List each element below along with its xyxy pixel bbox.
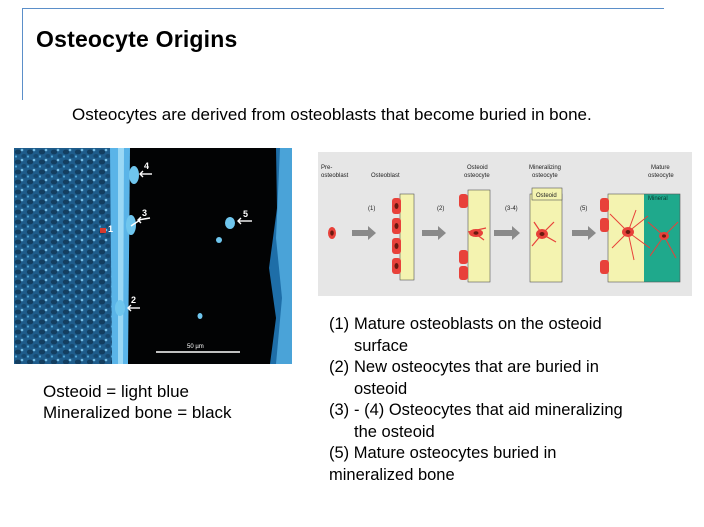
stain-legend: Osteoid = light blue Mineralized bone = … — [43, 381, 232, 423]
step-item-2: (2) New osteocytes that are buried in os… — [329, 357, 699, 400]
osteoid-layer-label: Osteoid — [536, 193, 557, 199]
marker-2: 2 — [131, 295, 136, 305]
step-text-line: (5) Mature osteocytes buried in — [329, 444, 557, 462]
steps-list: (1) Mature osteoblasts on the osteoid su… — [329, 314, 699, 486]
step-item-5: (5) Mature osteocytes buried in minerali… — [329, 443, 699, 486]
mineralized-bone-legend-line: Mineralized bone = black — [43, 403, 232, 422]
step-text-line: New osteocytes that are buried in — [354, 358, 599, 376]
stage-label-osteoblast: Osteoblast — [371, 173, 400, 179]
step-item-1: (1) Mature osteoblasts on the osteoid su… — [329, 314, 699, 357]
step-text-line: - (4) Osteocytes that aid mineralizing — [354, 401, 623, 419]
mineral-layer-label: Mineral — [648, 196, 668, 202]
step-text-line: osteoid — [354, 379, 408, 398]
step-number: (2) — [329, 358, 350, 376]
stage-label-mature-1: Mature — [651, 165, 670, 171]
step-text-line: surface — [354, 336, 409, 355]
step-text-line: mineralized bone — [329, 465, 455, 484]
process-arrows — [352, 226, 596, 240]
step-text-line: Mature osteoblasts on the osteoid — [354, 315, 602, 333]
osteoid-legend-line: Osteoid = light blue — [43, 382, 190, 401]
step-text-line: the osteoid — [354, 422, 435, 441]
scale-bar-label: 50 µm — [187, 344, 204, 350]
stage-label-preosteoblast-1: Pre- — [321, 165, 332, 171]
stage-label-osteoid-osteocyte-2: osteocyte — [464, 173, 490, 179]
marker-4: 4 — [144, 161, 149, 171]
step-label-3-4: (3-4) — [505, 206, 518, 212]
osteocyte-micrograph: 4 1 3 5 2 50 µm — [14, 148, 292, 364]
step-number: (1) — [329, 315, 350, 333]
stage-label-preosteoblast-2: osteoblast — [321, 173, 349, 179]
step-label-2: (2) — [437, 206, 444, 212]
marker-1: 1 — [108, 224, 113, 234]
stage-label-osteoid-osteocyte-1: Osteoid — [467, 165, 488, 171]
stage-label-mature-2: osteocyte — [648, 173, 674, 179]
slide-subtitle: Osteocytes are derived from osteoblasts … — [72, 105, 592, 124]
stage-label-mineralizing-2: osteocyte — [532, 173, 558, 179]
title-accent-bar — [22, 8, 23, 100]
stage-label-mineralizing-1: Mineralizing — [529, 165, 561, 171]
osteocyte-differentiation-diagram: Pre- osteoblast Osteoblast Osteoid osteo… — [318, 152, 692, 296]
marker-3: 3 — [142, 208, 147, 218]
step-label-5: (5) — [580, 206, 587, 212]
step-number: (3) — [329, 401, 350, 419]
step-label-1: (1) — [368, 206, 375, 212]
slide-title: Osteocyte Origins — [36, 26, 238, 52]
step-item-3-4: (3) - (4) Osteocytes that aid mineralizi… — [329, 400, 699, 443]
marker-5: 5 — [243, 209, 248, 219]
title-accent-line — [22, 8, 664, 9]
